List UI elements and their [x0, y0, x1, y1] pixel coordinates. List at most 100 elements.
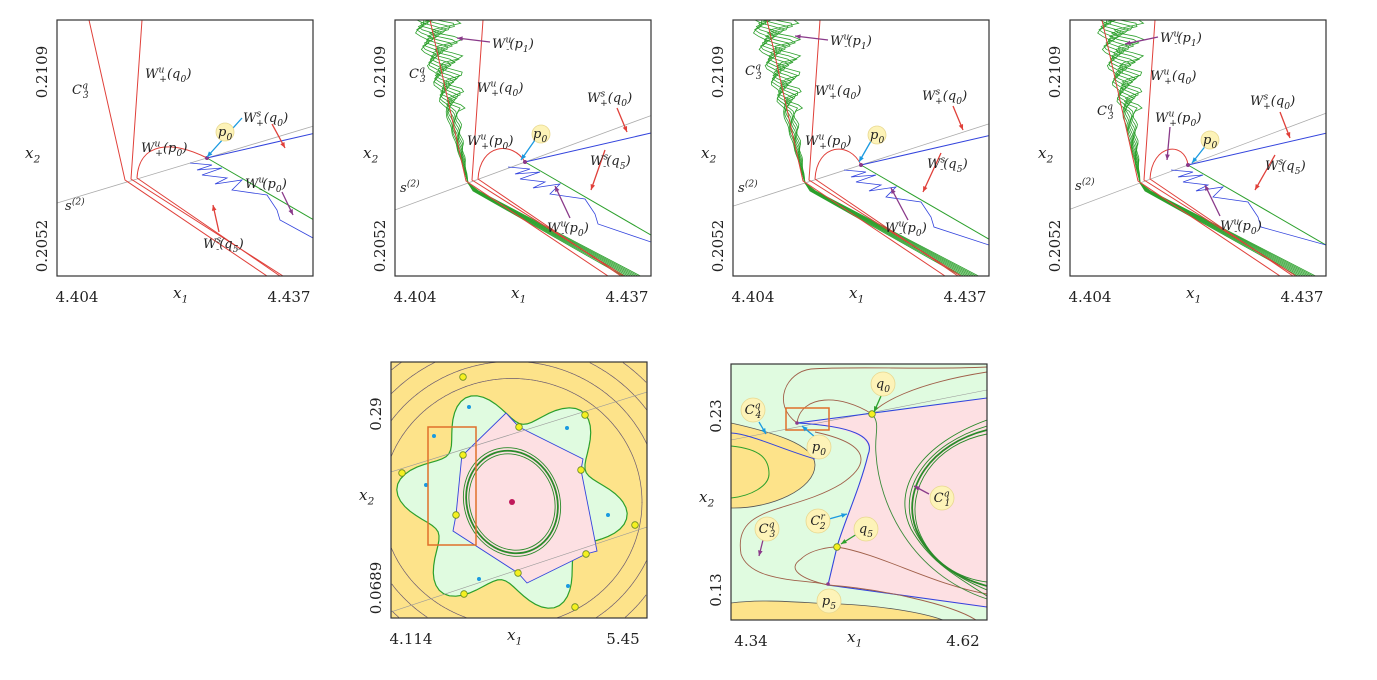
arrowhead: [521, 154, 527, 160]
curve-label: W^{s}_{+}(q_{0}): [587, 90, 632, 109]
contour-line: [622, 362, 647, 383]
arrowhead: [795, 34, 801, 39]
y-axis-label: x_{2}: [701, 144, 717, 166]
y-tick-bottom: 0.2052: [371, 220, 389, 273]
y-tick-bottom: 0.0689: [367, 562, 385, 615]
arrowhead: [761, 428, 766, 434]
label-bubble: [740, 397, 766, 423]
panel-2: W^{u}_{-}(p_{1}) C^{q}_{3} W^{u}_{+}(q_{0}…: [394, 19, 652, 277]
x-tick-right: 4.437: [1281, 288, 1324, 306]
periodic-point-q: [459, 451, 467, 459]
arrowhead: [891, 188, 896, 194]
curve-label: W^{s}_{+}(q_{0}): [922, 88, 967, 107]
arrowhead: [590, 184, 596, 190]
green-manifold-curve: [1113, 20, 1316, 276]
blue-curve-c2r: [796, 422, 987, 608]
label-bubble: [816, 588, 842, 614]
panel-6: q_{0}C^{q}_{4}p_{0}C^{q}_{1}C^{r}_{2}q_{…: [730, 363, 988, 621]
yellow-region-bottom: [731, 600, 944, 620]
green-manifold-curve: [1105, 20, 1309, 276]
periodic-point-p: [467, 405, 471, 409]
invariant-curve-c1q: [911, 429, 987, 587]
red-curve-wu-p0: [814, 148, 959, 276]
x-tick-left: 4.404: [732, 288, 775, 306]
invariant-ellipse: [462, 447, 562, 557]
curve-label: W^{u}_{+}(q_{0}): [145, 66, 191, 85]
x-tick-right: 4.437: [606, 288, 649, 306]
invariant-curve-c1q: [904, 419, 987, 597]
center-point: [509, 499, 515, 505]
blue-curve-ws-q0: [524, 132, 651, 163]
periodic-point-q: [577, 466, 585, 474]
invariant-curve-c1q: [908, 425, 987, 591]
y-axis-label: x_{2}: [363, 144, 379, 166]
fixed-point-p0: [795, 421, 799, 425]
green-manifold-curve: [422, 20, 634, 276]
contour-line: [391, 610, 400, 618]
contour-line: [595, 560, 647, 618]
plot-frame: [732, 19, 990, 277]
periodic-point-p: [566, 584, 570, 588]
arrowhead: [280, 142, 285, 148]
x-tick-right: 4.437: [268, 288, 311, 306]
invariant-ellipse: [465, 449, 559, 555]
arrowhead: [1192, 157, 1198, 163]
curve-label: C^{q}_{4}: [745, 402, 763, 421]
curve-label: W^{u}_{-}(p_{0}): [547, 220, 589, 239]
plot-frame: [1069, 19, 1327, 277]
arrowhead: [1255, 184, 1260, 190]
plot-area: [1070, 20, 1326, 276]
label-bubble: [853, 516, 879, 542]
periodic-point-q: [581, 411, 589, 419]
pointer-arrow: [590, 149, 606, 191]
blue-curve-ws-q0: [860, 135, 989, 166]
contour-line: [391, 362, 436, 394]
plot-frame: [390, 361, 648, 619]
axes-labels-2: 0.2109 0.2052 x_{2} 4.404 4.437 x_{1}: [363, 46, 648, 306]
x-tick-left: 4.404: [1069, 288, 1112, 306]
red-curve-c3q: [88, 20, 268, 276]
panel-4: W^{u}_{-}(p_{1}) W^{u}_{+}(q_{0}) C^{q}_{3…: [1069, 19, 1327, 277]
plot-area: [57, 20, 313, 276]
x-tick-left: 4.404: [394, 288, 437, 306]
plot-frame: [56, 19, 314, 277]
pointer-arrow: [1254, 154, 1276, 191]
curve-label: W^{u}_{-}(p_{1}): [830, 33, 872, 52]
pointer-arrow: [1124, 36, 1159, 45]
label-bubble: [1200, 130, 1220, 150]
curve-label: W^{s}_{-}(q_{5}): [1265, 158, 1306, 177]
brown-curve-c3q: [739, 431, 977, 620]
periodic-point-q: [582, 550, 590, 558]
x-axis-label: x_{1}: [847, 628, 863, 650]
green-manifold-curve: [760, 20, 972, 276]
y-tick-top: 0.2109: [33, 46, 51, 99]
periodic-point-p: [606, 513, 610, 517]
arrowhead: [958, 124, 964, 130]
y-tick-top: 0.23: [707, 399, 725, 432]
periodic-point-p: [477, 577, 481, 581]
curve-label: W^{u}_{-}(p_{0}): [245, 176, 287, 195]
green-manifold-curve: [769, 20, 979, 276]
y-axis-label: x_{2}: [699, 488, 715, 510]
green-curve-wu-q0: [871, 413, 987, 600]
periodic-point-p: [432, 434, 436, 438]
x-tick-left: 4.114: [390, 630, 433, 648]
arrowhead: [841, 513, 847, 518]
curve-label: W^{u}_{-}(p_{0}): [885, 220, 927, 239]
fixed-point-p5: [826, 582, 830, 586]
curve-label: W^{u}_{-}(p_{1}): [1160, 30, 1202, 49]
periodic-point-q: [631, 521, 639, 529]
green-manifold-curve: [431, 20, 641, 276]
curve-label: C^{q}_{3}: [409, 66, 427, 85]
x-axis-label: x_{1}: [849, 284, 865, 306]
curve-label: W^{u}_{+}(p_{0}): [141, 140, 187, 159]
label-bubble: [754, 516, 780, 542]
arrowhead: [874, 406, 879, 412]
label-bubble: [531, 124, 551, 144]
periodic-point-q: [398, 469, 406, 477]
red-curve-wu-p0: [1149, 148, 1294, 276]
x-axis-label: x_{1}: [173, 284, 189, 306]
contour-line: [556, 502, 643, 618]
periodic-point-q: [571, 603, 579, 611]
